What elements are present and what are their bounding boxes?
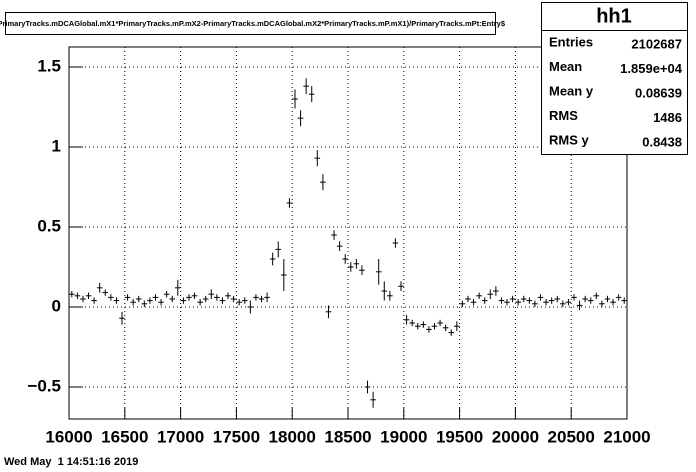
x-tick-label: 17500 (213, 427, 260, 446)
chart-title: (PrimaryTracks.mDCAGlobal.mX1*PrimaryTra… (0, 19, 506, 28)
plot-frame (68, 46, 628, 420)
y-tick-label: 0.5 (37, 216, 61, 235)
stats-label: Entries (549, 34, 593, 49)
stats-value: 0.08639 (635, 85, 682, 100)
x-tick-label: 16000 (45, 427, 92, 446)
stats-value: 2102687 (631, 36, 682, 51)
x-tick-label: 18500 (324, 427, 371, 446)
stats-label: RMS y (549, 132, 590, 147)
y-tick-label: 1 (52, 136, 61, 155)
y-tick-label: −0.5 (27, 376, 61, 395)
stats-title: hh1 (596, 5, 632, 27)
x-tick-label: 16500 (101, 427, 148, 446)
stats-box (541, 2, 688, 155)
x-tick-label: 19500 (436, 427, 483, 446)
x-tick-label: 18000 (269, 427, 316, 446)
stats-value: 1.859e+04 (620, 61, 683, 76)
title-box (5, 12, 496, 35)
y-tick-label: 0 (52, 296, 61, 315)
stats-label: RMS (549, 108, 578, 123)
x-tick-label: 19000 (380, 427, 427, 446)
stats-label: Mean y (549, 83, 594, 98)
x-tick-label: 21000 (603, 427, 650, 446)
x-tick-label: 20000 (492, 427, 539, 446)
x-tick-label: 20500 (548, 427, 595, 446)
stats-value: 1486 (653, 110, 682, 125)
y-tick-label: 1.5 (37, 56, 61, 75)
footer-date: Wed May 1 14:51:16 2019 (4, 456, 138, 468)
x-tick-label: 17000 (157, 427, 204, 446)
stats-label: Mean (549, 59, 582, 74)
stats-value: 0.8438 (642, 134, 682, 149)
